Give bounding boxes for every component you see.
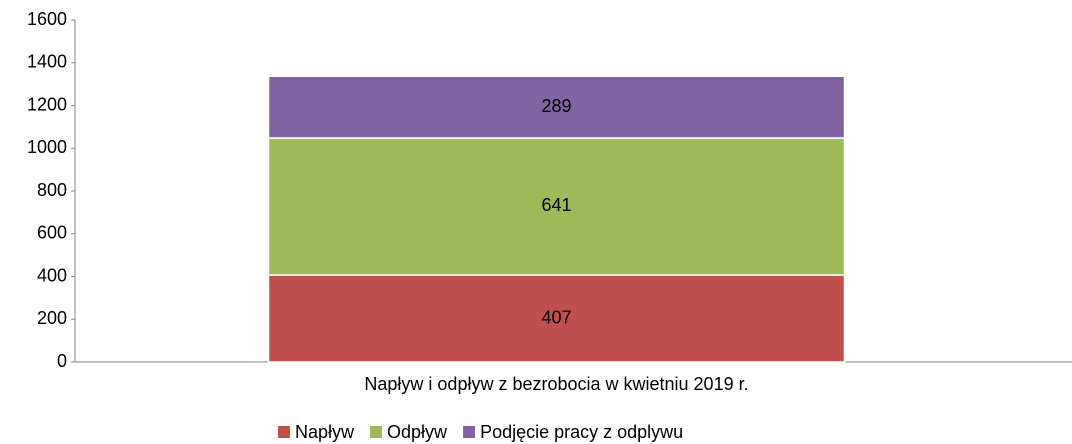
y-tick-label: 1400 [27, 52, 67, 72]
data-label: 407 [541, 307, 571, 327]
y-tick-label: 1000 [27, 137, 67, 157]
legend-label: Odpływ [387, 422, 448, 442]
y-tick-label: 1600 [27, 9, 67, 29]
bar-segment [267, 274, 846, 363]
bar-segment [267, 137, 846, 276]
y-tick-label: 400 [37, 265, 67, 285]
x-tick-label: Napływ i odpływ z bezrobocia w kwietniu … [364, 374, 748, 394]
legend-swatch [463, 426, 476, 438]
data-label: 641 [541, 195, 571, 215]
y-tick-label: 800 [37, 180, 67, 200]
legend-label: Napływ [295, 422, 355, 442]
bar-segment [267, 75, 846, 139]
data-label: 289 [541, 96, 571, 116]
y-tick-label: 1200 [27, 94, 67, 114]
y-tick-label: 600 [37, 223, 67, 243]
legend-swatch [370, 426, 383, 438]
y-tick-label: 200 [37, 308, 67, 328]
y-tick-label: 0 [57, 351, 67, 371]
legend-swatch [278, 426, 290, 438]
legend-label: Podjęcie pracy z odplywu [480, 422, 683, 442]
